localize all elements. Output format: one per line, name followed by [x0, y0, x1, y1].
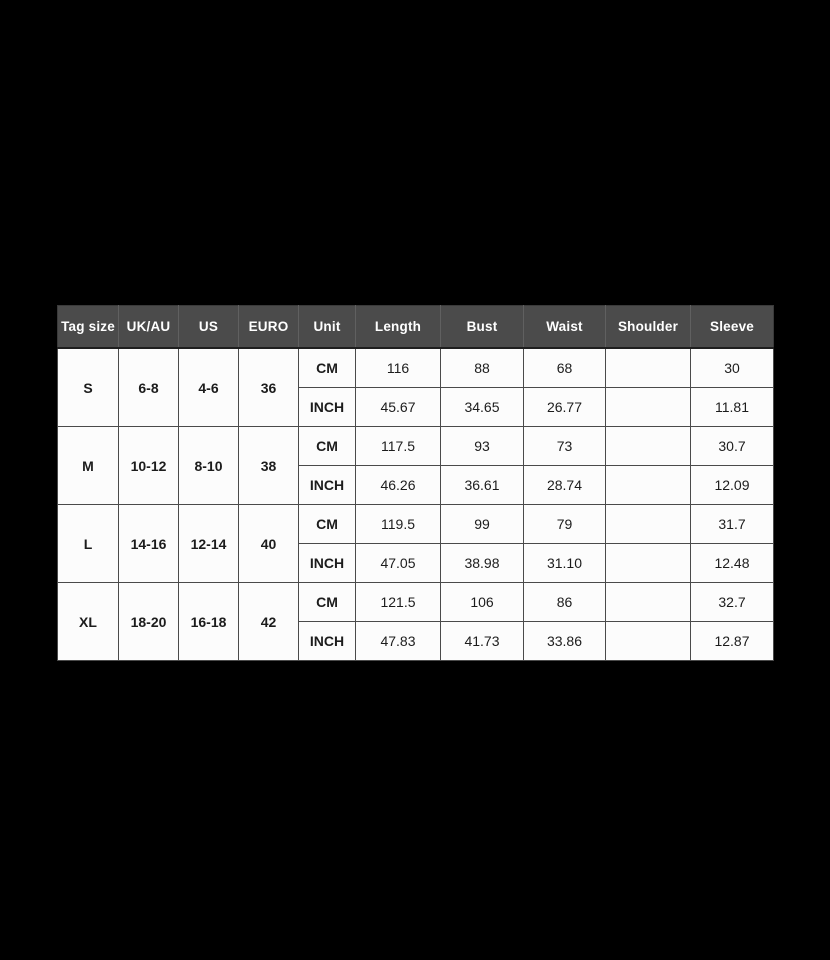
- cell-unit: INCH: [298, 621, 356, 661]
- header-length: Length: [355, 305, 441, 349]
- cell-sleeve: 31.7: [690, 504, 774, 544]
- cell-tag-size: L: [57, 504, 119, 583]
- cell-bust: 36.61: [440, 465, 524, 505]
- cell-shoulder: [605, 347, 691, 388]
- cell-length: 47.83: [355, 621, 441, 661]
- table-row-m-cm: M 10-12 8-10 38 CM 117.5 93 73 30.7: [57, 426, 774, 505]
- cell-euro: 40: [238, 504, 299, 583]
- table-row-m-inch: INCH 46.26 36.61 28.74 12.09: [58, 465, 774, 505]
- cell-length: 46.26: [355, 465, 441, 505]
- table-row-l-inch: INCH 47.05 38.98 31.10 12.48: [58, 543, 774, 583]
- cell-bust: 41.73: [440, 621, 524, 661]
- cell-sleeve: 12.87: [690, 621, 774, 661]
- header-euro: EURO: [238, 305, 299, 349]
- header-sleeve: Sleeve: [690, 305, 774, 349]
- cell-tag-size: XL: [57, 582, 119, 661]
- cell-shoulder: [605, 504, 691, 544]
- cell-waist: 79: [523, 504, 606, 544]
- header-shoulder: Shoulder: [605, 305, 691, 349]
- cell-shoulder: [605, 426, 691, 466]
- header-unit: Unit: [298, 305, 356, 349]
- cell-us: 16-18: [178, 582, 239, 661]
- cell-unit: CM: [298, 582, 356, 622]
- cell-us: 4-6: [178, 347, 239, 427]
- cell-bust: 38.98: [440, 543, 524, 583]
- cell-bust: 34.65: [440, 387, 524, 427]
- cell-shoulder: [605, 543, 691, 583]
- cell-shoulder: [605, 465, 691, 505]
- cell-waist: 33.86: [523, 621, 606, 661]
- table-row-s-cm: S 6-8 4-6 36 CM 116 88 68 30: [57, 347, 774, 427]
- cell-shoulder: [605, 621, 691, 661]
- cell-waist: 73: [523, 426, 606, 466]
- cell-uk-au: 6-8: [118, 347, 179, 427]
- cell-unit: INCH: [298, 387, 356, 427]
- cell-length: 117.5: [355, 426, 441, 466]
- cell-bust: 93: [440, 426, 524, 466]
- header-tag-size: Tag size: [57, 305, 119, 349]
- cell-sleeve: 32.7: [690, 582, 774, 622]
- cell-waist: 26.77: [523, 387, 606, 427]
- cell-waist: 31.10: [523, 543, 606, 583]
- table-row-xl-cm: XL 18-20 16-18 42 CM 121.5 106 86 32.7: [57, 582, 774, 661]
- header-waist: Waist: [523, 305, 606, 349]
- size-chart-table: Tag size UK/AU US EURO Unit Length Bust …: [57, 305, 774, 661]
- cell-tag-size: S: [57, 347, 119, 427]
- cell-length: 121.5: [355, 582, 441, 622]
- cell-sleeve: 30.7: [690, 426, 774, 466]
- header-us: US: [178, 305, 239, 349]
- cell-shoulder: [605, 387, 691, 427]
- cell-sleeve: 30: [690, 347, 774, 388]
- cell-unit: CM: [298, 426, 356, 466]
- cell-uk-au: 14-16: [118, 504, 179, 583]
- cell-euro: 36: [238, 347, 299, 427]
- cell-euro: 42: [238, 582, 299, 661]
- cell-waist: 86: [523, 582, 606, 622]
- cell-bust: 106: [440, 582, 524, 622]
- cell-bust: 99: [440, 504, 524, 544]
- cell-bust: 88: [440, 347, 524, 388]
- cell-shoulder: [605, 582, 691, 622]
- table-row-l-cm: L 14-16 12-14 40 CM 119.5 99 79 31.7: [57, 504, 774, 583]
- cell-tag-size: M: [57, 426, 119, 505]
- cell-unit: INCH: [298, 543, 356, 583]
- cell-uk-au: 18-20: [118, 582, 179, 661]
- cell-us: 8-10: [178, 426, 239, 505]
- cell-unit: INCH: [298, 465, 356, 505]
- cell-us: 12-14: [178, 504, 239, 583]
- cell-sleeve: 11.81: [690, 387, 774, 427]
- cell-length: 47.05: [355, 543, 441, 583]
- cell-unit: CM: [298, 504, 356, 544]
- header-row: Tag size UK/AU US EURO Unit Length Bust …: [57, 305, 774, 349]
- header-uk-au: UK/AU: [118, 305, 179, 349]
- table-row-xl-inch: INCH 47.83 41.73 33.86 12.87: [58, 621, 774, 661]
- cell-length: 45.67: [355, 387, 441, 427]
- table-row-s-inch: INCH 45.67 34.65 26.77 11.81: [58, 387, 774, 427]
- cell-uk-au: 10-12: [118, 426, 179, 505]
- header-bust: Bust: [440, 305, 524, 349]
- cell-euro: 38: [238, 426, 299, 505]
- cell-waist: 68: [523, 347, 606, 388]
- cell-sleeve: 12.48: [690, 543, 774, 583]
- cell-sleeve: 12.09: [690, 465, 774, 505]
- cell-length: 119.5: [355, 504, 441, 544]
- cell-unit: CM: [298, 347, 356, 388]
- cell-waist: 28.74: [523, 465, 606, 505]
- cell-length: 116: [355, 347, 441, 388]
